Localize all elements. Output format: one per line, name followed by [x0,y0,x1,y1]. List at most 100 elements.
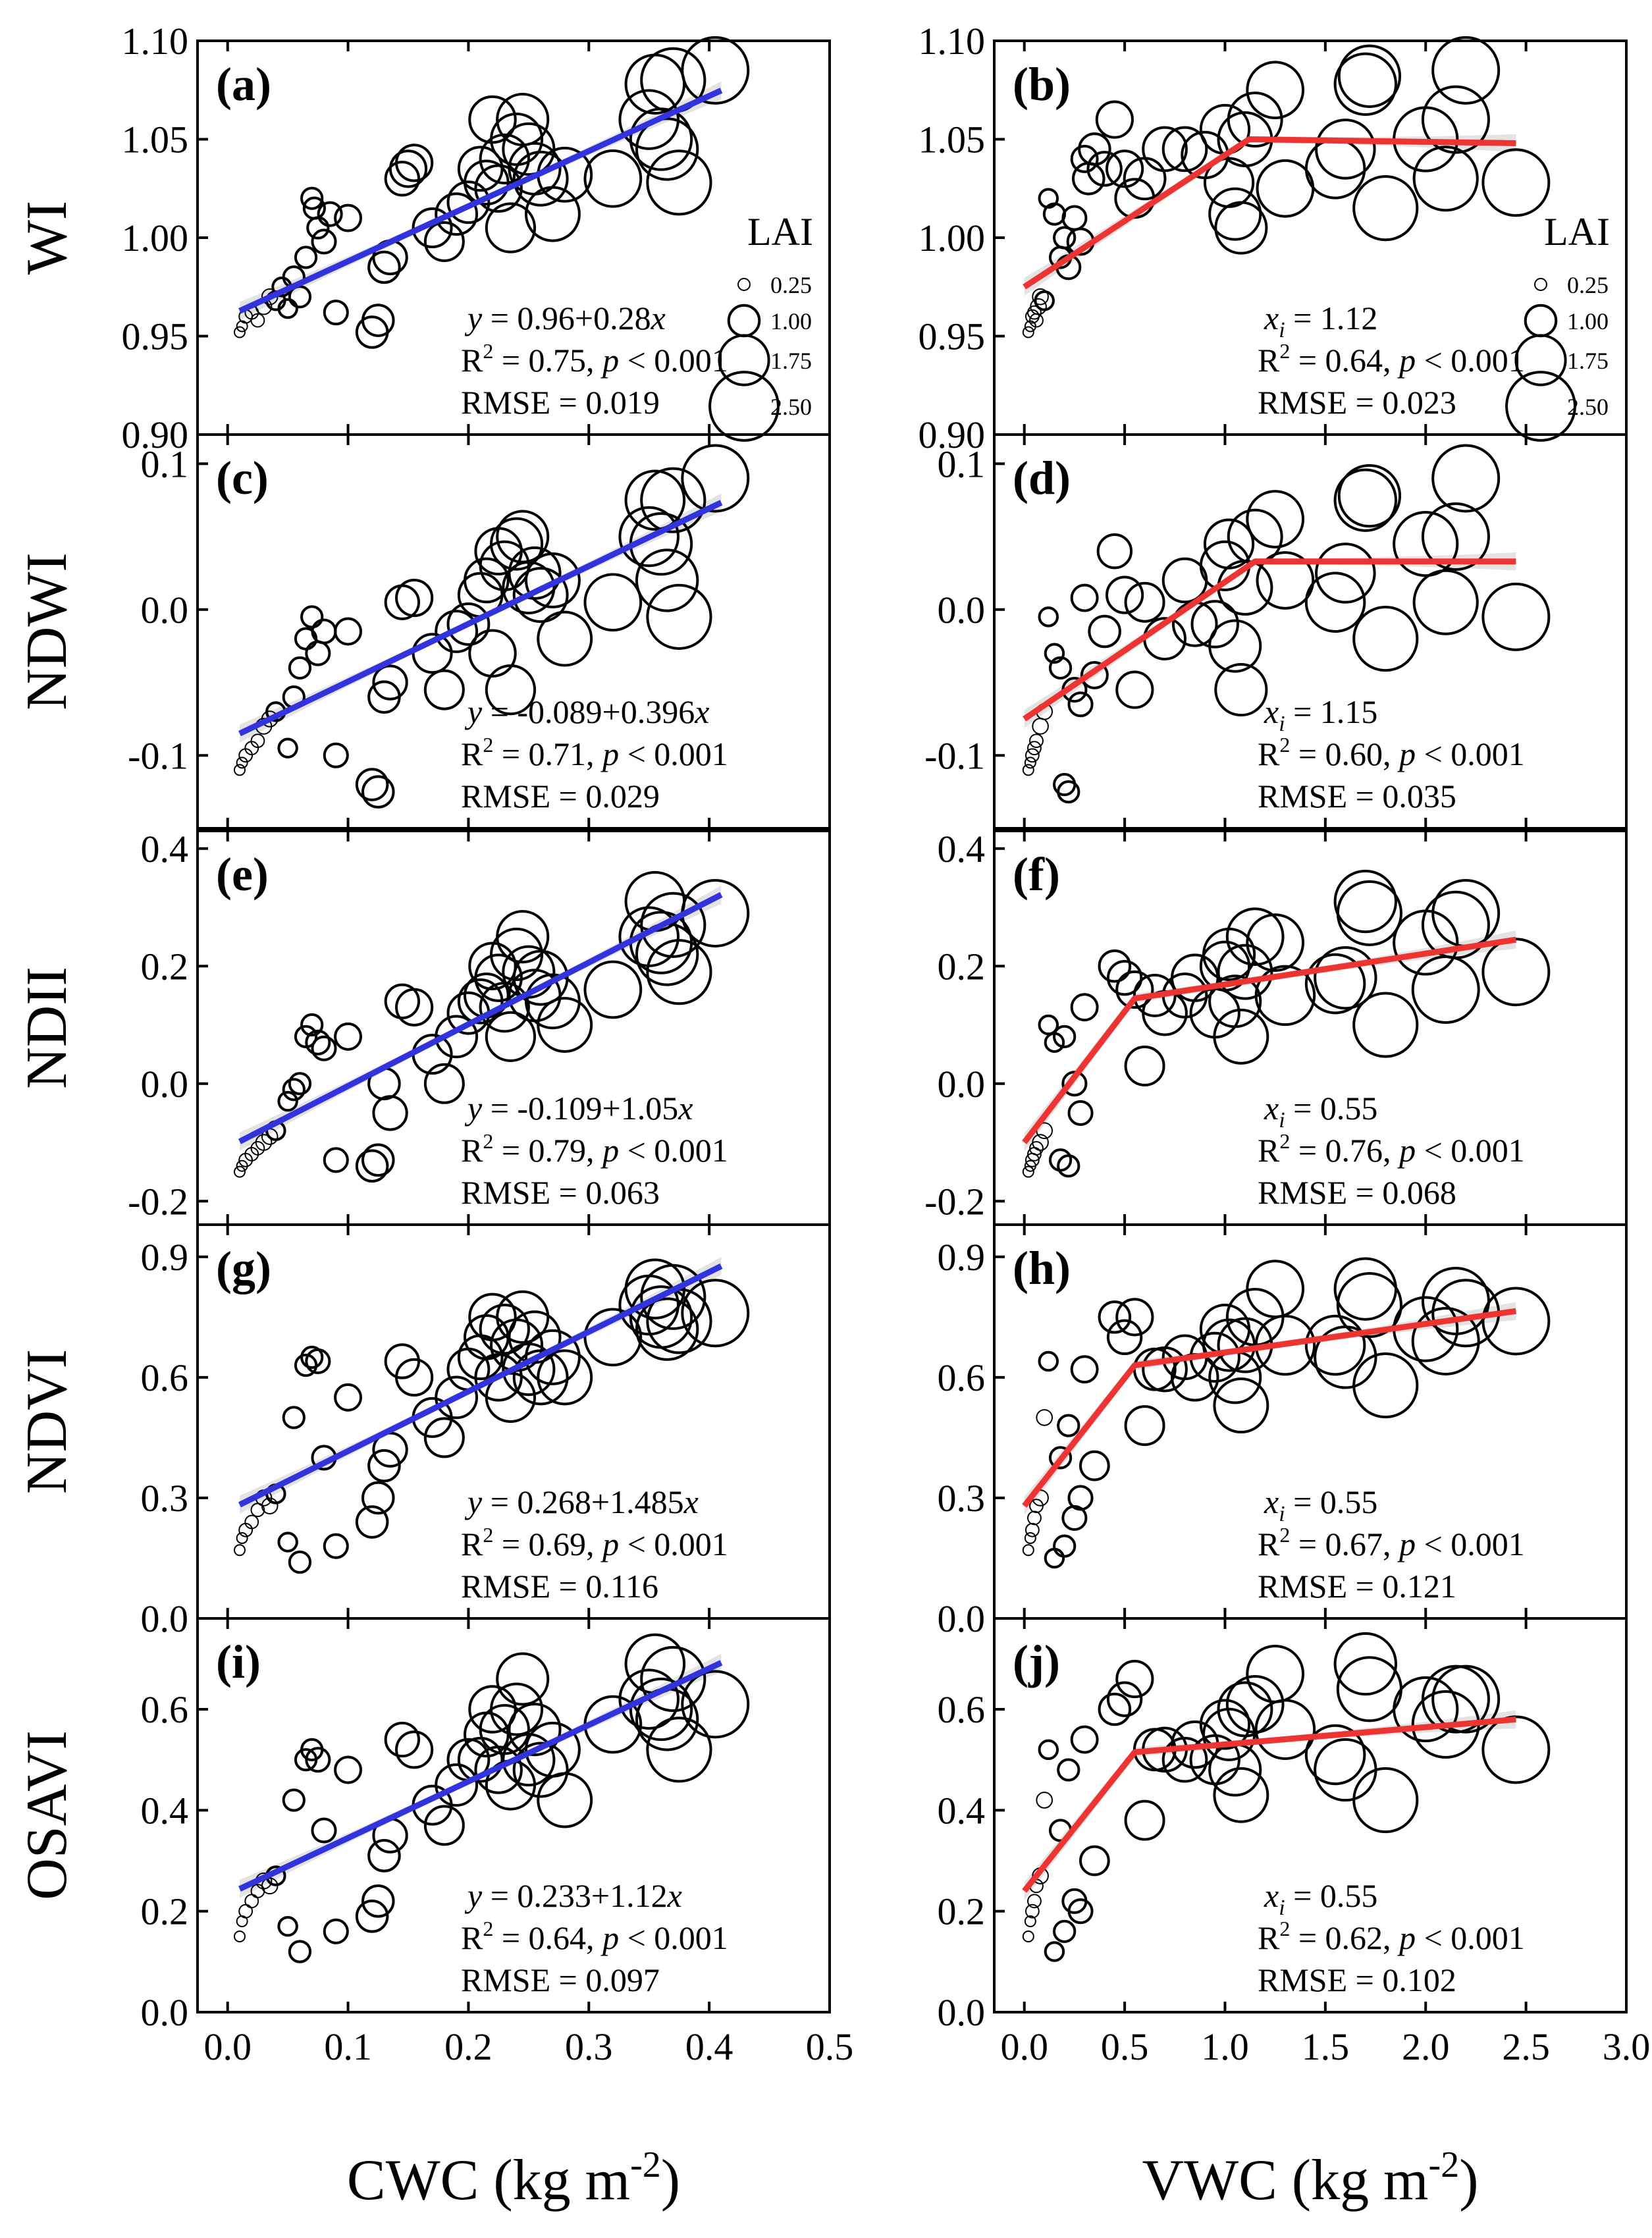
data-point [1027,741,1042,756]
data-point [1246,913,1305,972]
data-point [646,1717,712,1783]
data-point [277,1090,298,1112]
panel-label: (j) [1013,1636,1060,1688]
data-point [1027,1510,1042,1526]
data-point [474,1353,523,1402]
data-point [1337,464,1402,528]
data-point [1115,670,1154,709]
panel-label: (f) [1013,848,1060,901]
data-point [384,1721,421,1758]
data-point [1070,583,1099,612]
data-point [1481,938,1551,1007]
x-tick-label: 1.0 [1201,2025,1249,2068]
legend-label: 0.25 [1567,272,1609,298]
data-point [395,1730,434,1769]
y-tick-label: -0.2 [924,1180,985,1223]
data-point [624,870,686,932]
data-point [1421,502,1490,572]
fit-equation: y = 0.268+1.485x [464,1483,699,1520]
data-point [361,775,395,809]
data-point [355,1505,389,1539]
data-point [446,602,491,646]
y-tick-label: 0.6 [938,1356,986,1399]
data-point [1024,757,1036,769]
fit-equation: y = -0.089+0.396x [464,693,709,730]
data-point [1025,1904,1040,1919]
data-point [277,1532,298,1553]
data-point [1080,660,1109,689]
data-point [435,1015,479,1059]
data-point [305,640,331,666]
data-point [1038,1350,1059,1372]
data-point [508,1703,562,1757]
data-point [236,1532,248,1544]
data-point [250,733,265,749]
data-point [1352,1352,1419,1419]
data-point [512,1742,569,1798]
data-point [1333,869,1397,934]
fit-line [238,500,723,737]
data-point [323,1918,349,1944]
data-point [468,629,517,678]
data-point [384,1343,421,1379]
data-point [583,1308,643,1367]
data-point [1025,748,1040,763]
data-point [384,983,421,1020]
data-point [1421,890,1490,959]
r-squared: R2 = 0.64, p < 0.001 [461,1917,728,1956]
data-point [1333,468,1397,532]
y-axis-title: OSAVI [15,1730,79,1900]
data-point [1029,313,1044,328]
data-point [395,144,434,182]
rmse-label: RMSE = 0.035 [1258,778,1456,814]
panel-label: (g) [216,1242,271,1294]
data-point [1106,1319,1143,1356]
fit-equation: y = -0.109+1.05x [464,1090,693,1127]
y-tick-label: -0.1 [128,734,188,777]
data-point [1029,733,1044,749]
data-point [474,953,523,1002]
legend-marker [1524,304,1558,338]
data-point [261,1497,279,1514]
y-tick-label: 0.4 [938,828,986,870]
data-point [618,506,679,568]
panel-label: (d) [1013,452,1071,504]
y-tick-label: 0.0 [938,1597,986,1640]
data-point [1079,1450,1110,1481]
y-axis-title: NDII [15,967,79,1089]
data-point [1333,1257,1397,1321]
data-point [681,1670,750,1739]
data-point [1022,1165,1034,1178]
data-point [1036,1792,1053,1809]
data-point [1030,298,1047,315]
data-point [1315,119,1376,180]
data-point [583,960,643,1019]
x-tick-label: 0.3 [565,2025,613,2068]
x-tick-label: 0.5 [1101,2025,1149,2068]
data-point [423,221,465,262]
data-point [1161,126,1208,173]
data-point [646,939,712,1005]
data-point [367,1449,401,1483]
y-tick-label: 0.0 [938,1063,986,1106]
y-tick-label: 0.0 [938,589,986,631]
fit-line [1023,558,1516,722]
data-point [305,1029,331,1055]
data-point [524,186,581,242]
data-point [629,1677,693,1742]
legend-marker [727,304,761,338]
data-point [1044,643,1065,664]
y-tick-label: 0.9 [938,1236,986,1279]
legend-label: 1.75 [770,348,812,374]
data-point [1022,1931,1034,1942]
fit-line [1022,1716,1516,1893]
y-axis-title: NDWI [15,552,79,710]
legend-marker [1534,278,1547,291]
data-point [435,192,479,236]
plot-frame [993,433,1628,830]
data-point [294,246,318,269]
data-point [277,1915,298,1937]
data-points [234,1633,750,1963]
